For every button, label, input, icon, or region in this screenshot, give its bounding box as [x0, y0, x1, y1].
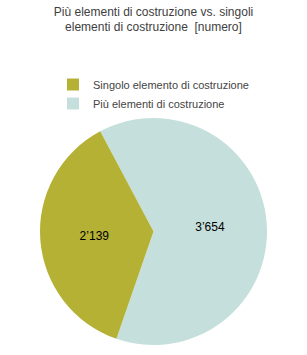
svg-text:3’654: 3’654 [195, 220, 225, 234]
svg-text:Singolo elemento di costruzion: Singolo elemento di costruzione [93, 79, 249, 91]
svg-text:Più elementi di costruzione vs: Più elementi di costruzione vs. singolie… [54, 5, 253, 35]
svg-text:Più elementi di costruzione: Più elementi di costruzione [93, 98, 224, 110]
svg-text:2’139: 2’139 [80, 229, 110, 243]
